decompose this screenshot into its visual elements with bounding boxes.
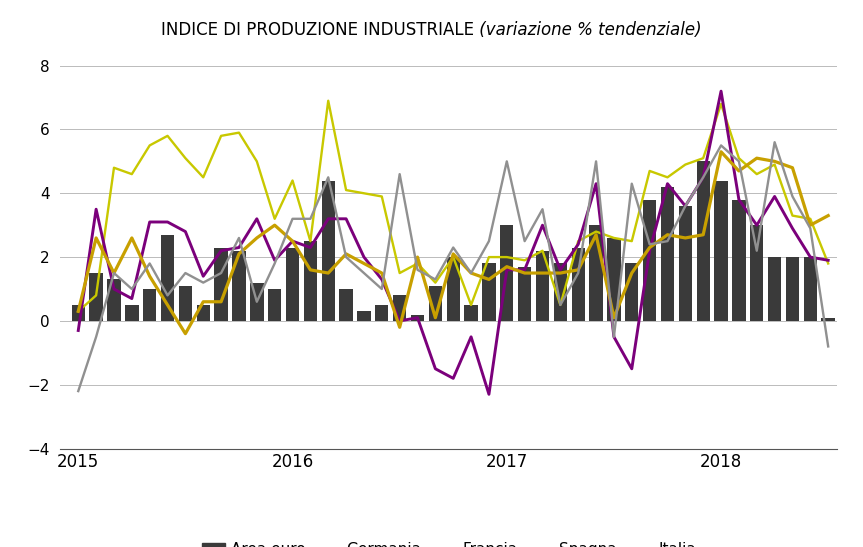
Bar [125,305,139,321]
Bar [339,289,353,321]
Bar [304,241,317,321]
Bar [589,225,602,321]
Bar [268,289,281,321]
Bar [803,257,817,321]
Bar [375,305,388,321]
Bar [411,315,425,321]
Bar [678,206,692,321]
Text: (variazione % tendenziale): (variazione % tendenziale) [474,21,702,39]
Bar [768,257,781,321]
Bar [625,264,639,321]
Bar [286,247,299,321]
Bar [518,266,532,321]
Bar [72,305,85,321]
Bar [643,200,657,321]
Bar [90,273,103,321]
Bar [179,286,192,321]
Bar [161,235,174,321]
Bar [786,257,799,321]
Bar [571,247,585,321]
Bar [732,200,746,321]
Bar [661,187,674,321]
Bar [197,305,210,321]
Bar [250,283,263,321]
Bar [822,318,835,321]
Bar [446,257,460,321]
Bar [715,181,728,321]
Bar [696,161,710,321]
Bar [536,251,549,321]
Bar [482,264,495,321]
Bar [429,286,442,321]
Legend: Area euro, Germania, Francia, Spagna, Italia: Area euro, Germania, Francia, Spagna, It… [196,536,702,547]
Bar [500,225,513,321]
Bar [357,311,370,321]
Bar [393,295,406,321]
Bar [750,225,764,321]
Bar [608,238,620,321]
Bar [464,305,478,321]
Bar [322,181,335,321]
Text: INDICE DI PRODUZIONE INDUSTRIALE: INDICE DI PRODUZIONE INDUSTRIALE [161,21,474,39]
Bar [554,264,567,321]
Bar [214,247,228,321]
Bar [232,251,246,321]
Bar [143,289,156,321]
Bar [107,280,121,321]
